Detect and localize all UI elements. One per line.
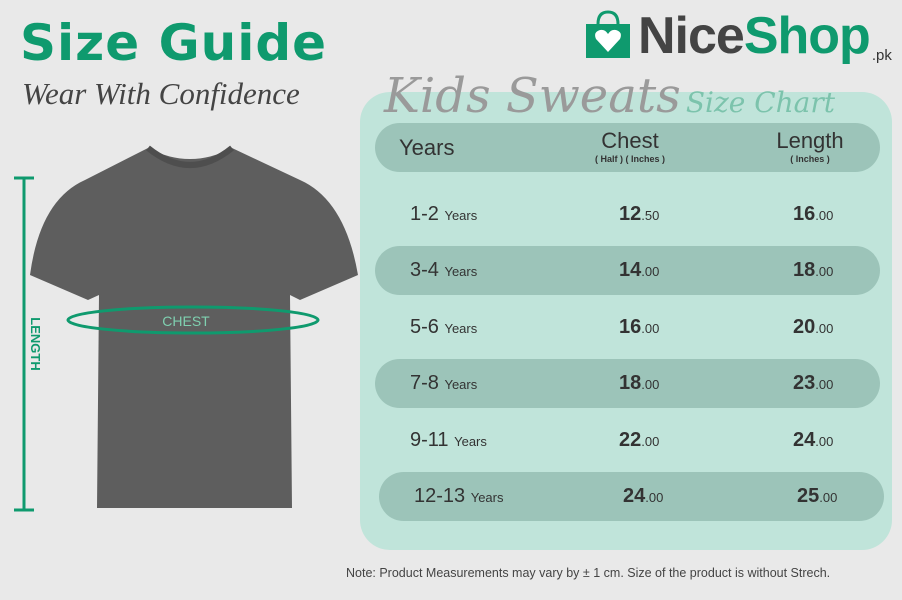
- tshirt-diagram: CHEST LENGTH: [14, 145, 358, 512]
- chart-title: Kids Sweats Size Chart: [384, 68, 835, 124]
- chest-cell: 24.00: [623, 485, 664, 507]
- table-row: 7-8 Years 18.00 23.00: [375, 359, 880, 408]
- page-subtitle: Wear With Confidence: [22, 76, 300, 111]
- length-cell: 23.00: [793, 372, 834, 394]
- length-cell: 20.00: [793, 316, 834, 338]
- column-header-chest: Chest: [601, 128, 659, 153]
- table-row: 5-6 Years 16.00 20.00: [375, 303, 880, 352]
- logo-text-nice: Nice: [638, 7, 745, 65]
- age-cell: 7-8 Years: [410, 372, 478, 394]
- table-row: 9-11 Years 22.00 24.00: [375, 416, 880, 465]
- length-label: LENGTH: [28, 317, 43, 370]
- logo-text-shop: Shop: [743, 7, 871, 65]
- chart-title-sub: Size Chart: [685, 86, 835, 119]
- column-header-length: Length: [776, 128, 844, 153]
- age-cell: 12-13 Years: [414, 485, 504, 507]
- column-subheader-length: ( Inches ): [790, 154, 830, 164]
- table-row: 1-2 Years 12.50 16.00: [375, 190, 880, 239]
- table-header: Years Chest( Half ) ( Inches ) Length( I…: [375, 123, 880, 172]
- chest-cell: 12.50: [619, 203, 660, 225]
- table-row: 12-13 Years 24.00 25.00: [379, 472, 884, 521]
- age-cell: 1-2 Years: [410, 203, 478, 225]
- age-cell: 9-11 Years: [410, 429, 487, 451]
- logo: Nice Shop .pk: [584, 8, 892, 64]
- page-title: Size Guide: [20, 14, 328, 72]
- chest-cell: 18.00: [619, 372, 660, 394]
- chest-cell: 22.00: [619, 429, 660, 451]
- chest-indicator: [66, 305, 320, 335]
- footnote: Note: Product Measurements may vary by ±…: [346, 566, 831, 580]
- column-header-years: Years: [399, 135, 455, 160]
- shopping-bag-heart-icon: [586, 10, 630, 58]
- table-row: 3-4 Years 14.00 18.00: [375, 246, 880, 295]
- length-cell: 18.00: [793, 259, 834, 281]
- chest-label: CHEST: [162, 313, 210, 329]
- length-cell: 16.00: [793, 203, 834, 225]
- chart-title-main: Kids Sweats: [384, 68, 681, 124]
- length-cell: 25.00: [797, 485, 838, 507]
- age-cell: 5-6 Years: [410, 316, 478, 338]
- column-subheader-chest: ( Half ) ( Inches ): [594, 154, 665, 164]
- chest-cell: 16.00: [619, 316, 660, 338]
- tshirt-shape: [30, 148, 358, 508]
- length-cell: 24.00: [793, 429, 834, 451]
- chest-cell: 14.00: [619, 259, 660, 281]
- logo-suffix: .pk: [871, 47, 892, 64]
- age-cell: 3-4 Years: [410, 259, 478, 281]
